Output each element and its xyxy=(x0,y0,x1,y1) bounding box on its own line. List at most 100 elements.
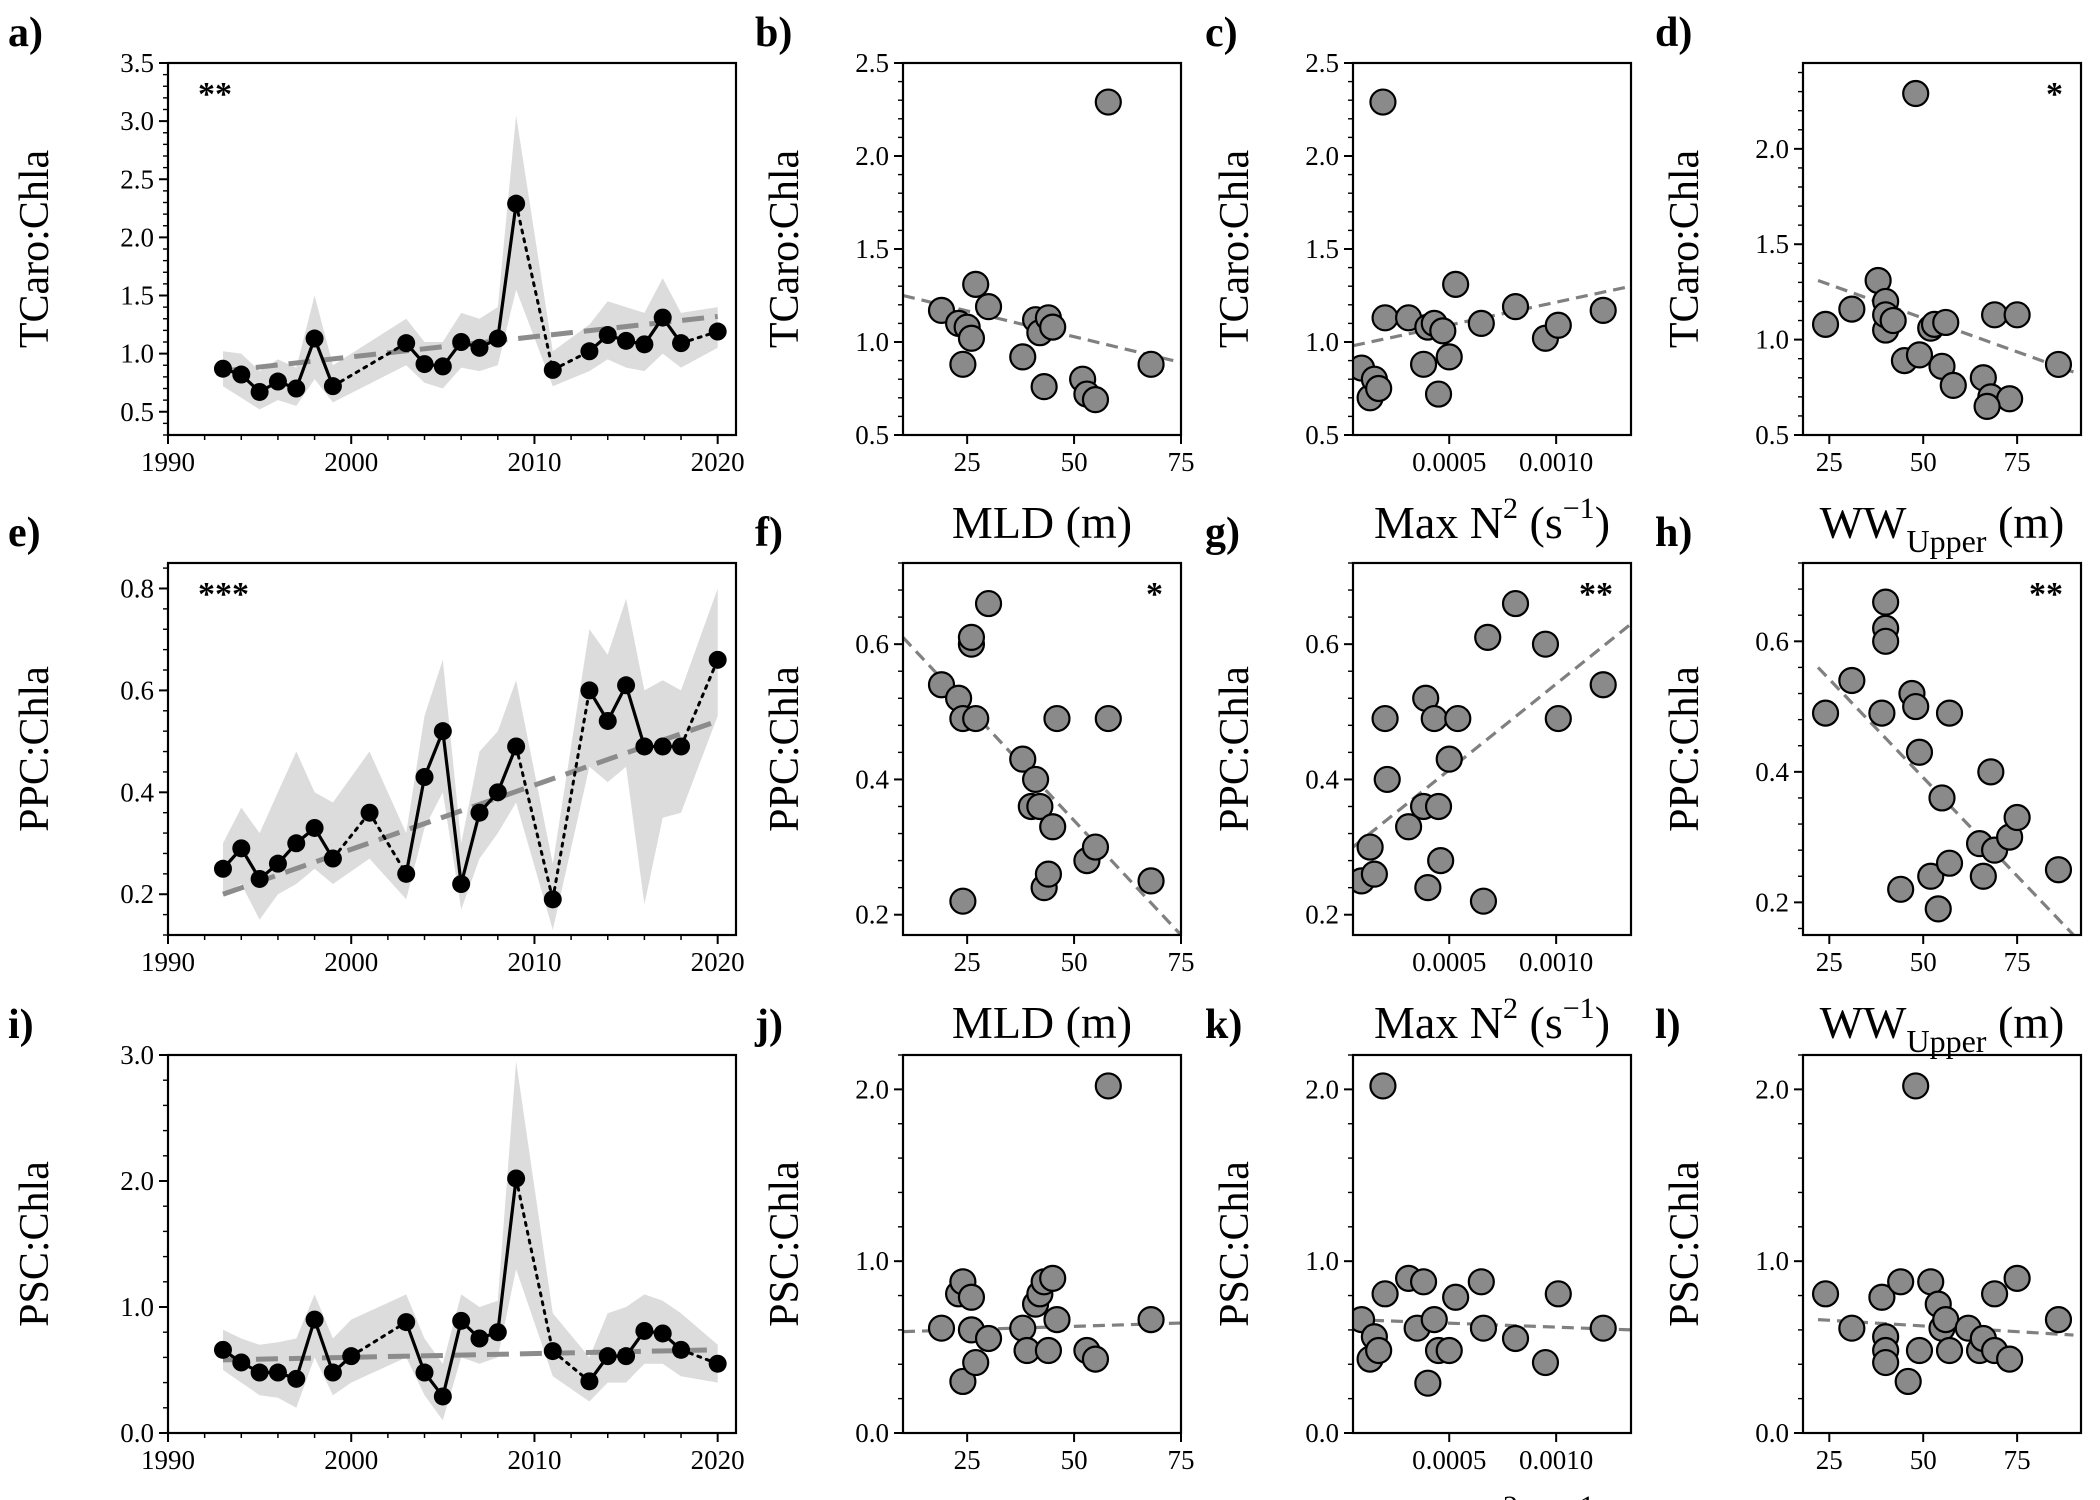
data-point xyxy=(1917,862,1945,890)
y-tick-label: 0.2 xyxy=(1305,900,1339,930)
data-point xyxy=(974,1324,1003,1353)
data-point xyxy=(1531,1348,1560,1377)
plot-area-a xyxy=(213,115,727,410)
data-point xyxy=(1838,666,1866,695)
plot-area-l xyxy=(1811,1072,2074,1396)
x-axis-label: Max N2 (s−1) xyxy=(1374,992,1610,1048)
x-tick-label: 0.0010 xyxy=(1519,947,1593,977)
data-point xyxy=(974,589,1003,618)
y-tick-label: 1.0 xyxy=(1305,327,1339,357)
axes-frame xyxy=(1351,561,1633,937)
data-point xyxy=(1902,79,1930,108)
data-point xyxy=(1081,833,1110,861)
data-point xyxy=(1905,1336,1934,1365)
data-point xyxy=(323,849,342,868)
y-tick-label: 2.5 xyxy=(120,164,154,194)
data-point xyxy=(1094,704,1122,733)
y-tick-label: 0.6 xyxy=(855,629,889,659)
series-segment xyxy=(496,202,518,341)
data-point xyxy=(1365,374,1393,403)
series-segment xyxy=(312,1317,335,1375)
data-point xyxy=(1868,1283,1896,1311)
y-tick-label: 0.5 xyxy=(855,420,889,450)
data-point xyxy=(1371,1280,1399,1308)
data-point xyxy=(213,859,232,878)
data-point xyxy=(617,1347,636,1366)
data-point xyxy=(452,333,471,351)
data-point xyxy=(949,887,977,915)
data-point xyxy=(598,1347,617,1366)
data-point xyxy=(2044,1305,2073,1334)
data-point xyxy=(1905,341,1934,369)
data-point xyxy=(323,1363,342,1382)
trend-line xyxy=(1816,666,2075,935)
data-point xyxy=(433,1387,452,1406)
data-point xyxy=(543,1342,562,1361)
axes-frame xyxy=(1351,1053,1633,1435)
panel-label: k) xyxy=(1205,1002,1242,1048)
y-tick-label: 0.2 xyxy=(855,900,889,930)
data-point xyxy=(507,194,526,213)
data-point xyxy=(1905,738,1934,766)
data-point xyxy=(1442,1283,1470,1311)
y-tick-label: 3.0 xyxy=(120,1040,154,1070)
data-point xyxy=(2044,350,2073,379)
data-point xyxy=(1414,874,1442,902)
data-point xyxy=(433,722,452,741)
data-point xyxy=(1924,895,1952,923)
data-point xyxy=(1469,887,1498,915)
data-point xyxy=(962,1348,990,1377)
y-tick-label: 0.0 xyxy=(120,1418,154,1448)
series-segment-gap xyxy=(368,811,408,876)
data-point xyxy=(1420,704,1448,733)
x-axis-label: MLD (m) xyxy=(952,997,1132,1048)
y-tick-label: 1.0 xyxy=(1755,325,1789,355)
data-point xyxy=(1589,671,1617,699)
data-point xyxy=(580,342,599,361)
plot-area-g xyxy=(1353,589,1631,915)
series-segment xyxy=(441,729,463,886)
y-tick-label: 3.0 xyxy=(120,106,154,136)
data-point xyxy=(1039,1264,1067,1292)
y-tick-label: 2.5 xyxy=(1305,48,1339,78)
data-point xyxy=(1872,588,1900,616)
x-tick-label: 0.0005 xyxy=(1412,947,1486,977)
x-tick-label: 2020 xyxy=(691,947,745,977)
data-point xyxy=(962,270,990,298)
data-point xyxy=(1467,1268,1495,1296)
y-tick-label: 2.0 xyxy=(855,1074,889,1104)
series-segment-gap xyxy=(679,1348,720,1366)
data-point xyxy=(1935,699,1964,727)
y-axis-label: PPC:Chla xyxy=(1212,666,1258,832)
data-point xyxy=(1868,699,1896,727)
x-tick-label: 0.0010 xyxy=(1519,1445,1593,1475)
series-segment xyxy=(294,1317,317,1381)
data-point xyxy=(1356,833,1384,861)
data-point xyxy=(974,293,1003,321)
data-point xyxy=(268,1363,287,1382)
data-point xyxy=(1973,392,2001,420)
data-point xyxy=(488,1323,507,1342)
series-segment-gap xyxy=(514,1176,555,1353)
x-tick-label: 25 xyxy=(1816,447,1843,477)
panel-f: 25 50 75 0.2 0.4 0.6 PPC:Chla MLD (m) f) * xyxy=(755,510,1195,1048)
x-tick-label: 50 xyxy=(1061,947,1088,977)
x-tick-label: 50 xyxy=(1061,1445,1088,1475)
data-point xyxy=(2044,856,2073,884)
significance-marker: * xyxy=(2046,76,2063,113)
x-tick-label: 25 xyxy=(954,947,981,977)
plot-area-b xyxy=(903,88,1181,414)
trend-line xyxy=(222,1347,718,1363)
data-point xyxy=(250,1363,269,1382)
data-point xyxy=(672,737,691,756)
y-tick-label: 2.5 xyxy=(855,48,889,78)
series-segment xyxy=(496,1176,518,1334)
data-point xyxy=(1980,1280,2009,1308)
x-tick-label: 25 xyxy=(954,1445,981,1475)
data-point xyxy=(1469,1314,1498,1342)
x-tick-label: 75 xyxy=(2004,1445,2031,1475)
data-point xyxy=(1879,306,1907,335)
data-point xyxy=(1420,1305,1448,1334)
x-tick-label: 25 xyxy=(954,447,981,477)
